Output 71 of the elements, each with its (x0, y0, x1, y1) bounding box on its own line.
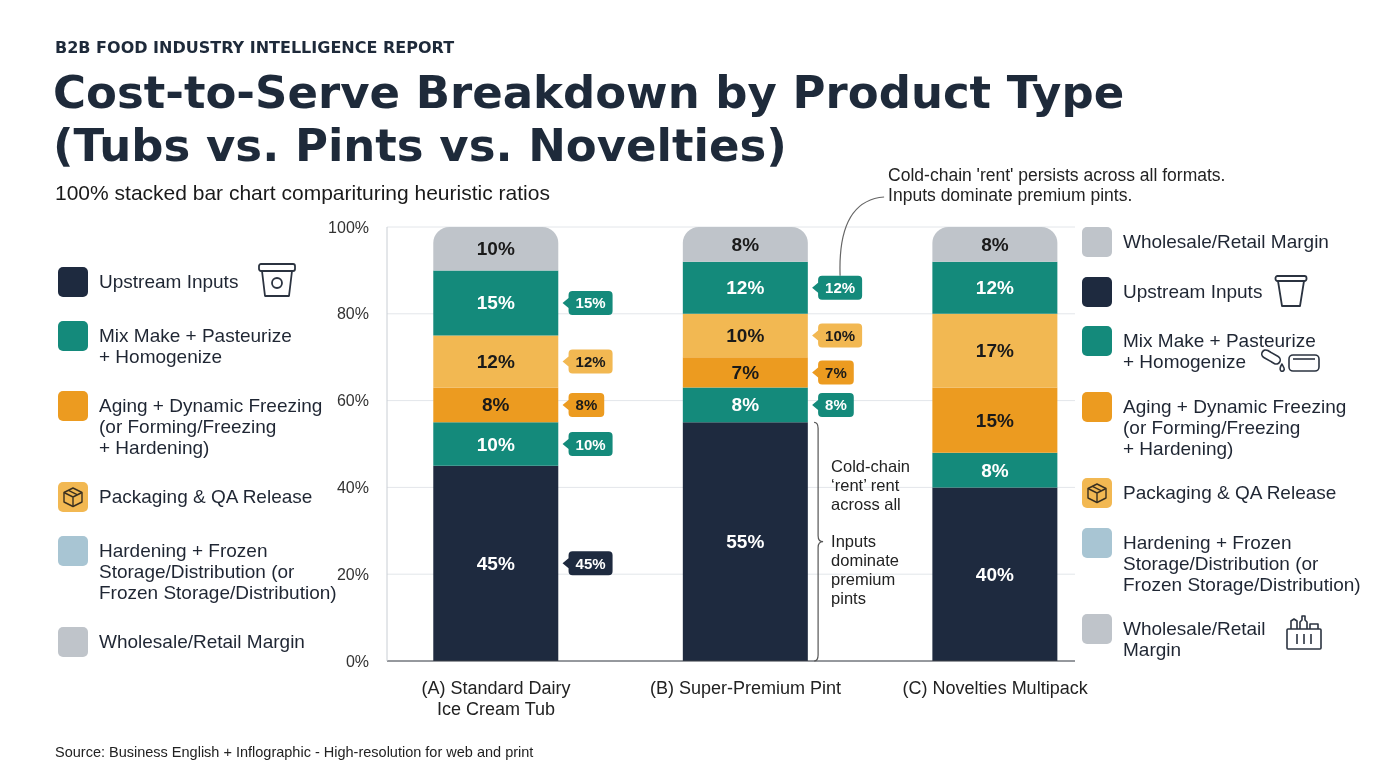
text: Upstream Inputs (99, 271, 239, 292)
y-tick-label: 80% (336, 305, 369, 323)
bar (682, 261, 808, 314)
data-label: 8% (482, 394, 510, 416)
bar (932, 387, 1058, 453)
annotation: 8% (575, 396, 598, 414)
annotation: 45% (575, 554, 606, 572)
legend-label: Packaging & QA Release (1123, 482, 1337, 503)
bar (682, 357, 808, 388)
bar (682, 387, 808, 423)
text: Packaging & QA Release (99, 486, 313, 507)
data-label: 15% (476, 292, 515, 314)
data-label: 8% (731, 233, 760, 255)
data-label: 15% (975, 409, 1014, 431)
bar (682, 313, 808, 358)
y-tick-label: 100% (328, 218, 369, 236)
bar (932, 487, 1058, 661)
data-label: 10% (476, 238, 515, 260)
legend-label: Mix Make + Pasteurize + Homogenize (1123, 330, 1316, 372)
bar (932, 452, 1058, 488)
annotation: 10% (825, 327, 856, 344)
x-tick-label: (A) Standard Dairy Ice Cream Tub (421, 678, 571, 719)
data-label: 8% (981, 459, 1009, 481)
data-label: 7% (731, 361, 760, 383)
source-note: Source: Business English + Inflographic - High-resolution for web and print (55, 743, 534, 761)
bar (433, 465, 559, 661)
annotation: 7% (825, 363, 847, 381)
bar (433, 387, 559, 423)
text: Mix Make + Pasteurize + Homogenize (99, 325, 292, 367)
bar (932, 261, 1058, 314)
data-label: 12% (726, 277, 765, 299)
annotation: 8% (825, 396, 847, 414)
annotation: 10% (575, 435, 606, 453)
bar (932, 313, 1058, 388)
annotation: Cold-chain ‘rent’ rent across all Inputs dominate premium pints (831, 457, 910, 608)
y-tick-label: 20% (336, 565, 369, 583)
legend-label: Wholesale/Retail Margin (1123, 231, 1329, 252)
legend-label: Hardening + Frozen Storage/Distribution (or Frozen Storage/Distribution) (1123, 531, 1361, 595)
legend-label: Aging + Dynamic Freezing (or Forming/Freezing + Hardening) (1123, 395, 1347, 459)
annotation: 12% (575, 353, 606, 371)
legend-label: Upstream Inputs (1123, 280, 1263, 302)
y-tick-label: 0% (345, 652, 369, 670)
x-tick-label: (C) Novelties Multipack (902, 678, 1089, 698)
data-label: 55% (726, 531, 765, 553)
chart-subtitle: 100% stacked bar chart comparituring heuristic ratios (55, 180, 550, 206)
annotation: 12% (825, 279, 856, 297)
bar (433, 335, 559, 388)
text: Wholesale/Retail Margin (1123, 618, 1266, 660)
bar (433, 422, 559, 466)
data-label: 10% (726, 325, 765, 346)
annotation: 15% (575, 294, 606, 312)
data-label: 10% (476, 433, 515, 455)
data-label: 8% (731, 394, 760, 416)
text: Aging + Dynamic Freezing (or Forming/Freezing + Hardening) (99, 395, 323, 458)
data-label: 12% (476, 351, 515, 373)
y-tick-label: 60% (336, 392, 369, 410)
data-label: 12% (975, 277, 1014, 299)
data-label: 17% (975, 340, 1014, 362)
data-label: 8% (981, 233, 1009, 255)
bar (682, 422, 808, 661)
text: Hardening + Frozen Storage/Distribution (or Frozen Storage/Distribution) (99, 540, 337, 603)
y-tick-label: 40% (336, 479, 369, 497)
text: Wholesale/Retail Margin (99, 631, 305, 652)
data-label: 45% (476, 552, 515, 574)
x-tick-label: (B) Super-Premium Pint (650, 678, 842, 698)
bar (433, 270, 559, 336)
bar (433, 227, 559, 271)
text: B2B FOOD INDUSTRY INTELLIGENCE REPORT (55, 38, 455, 58)
bar (932, 227, 1058, 262)
data-label: 40% (975, 563, 1014, 585)
bar (682, 227, 808, 262)
